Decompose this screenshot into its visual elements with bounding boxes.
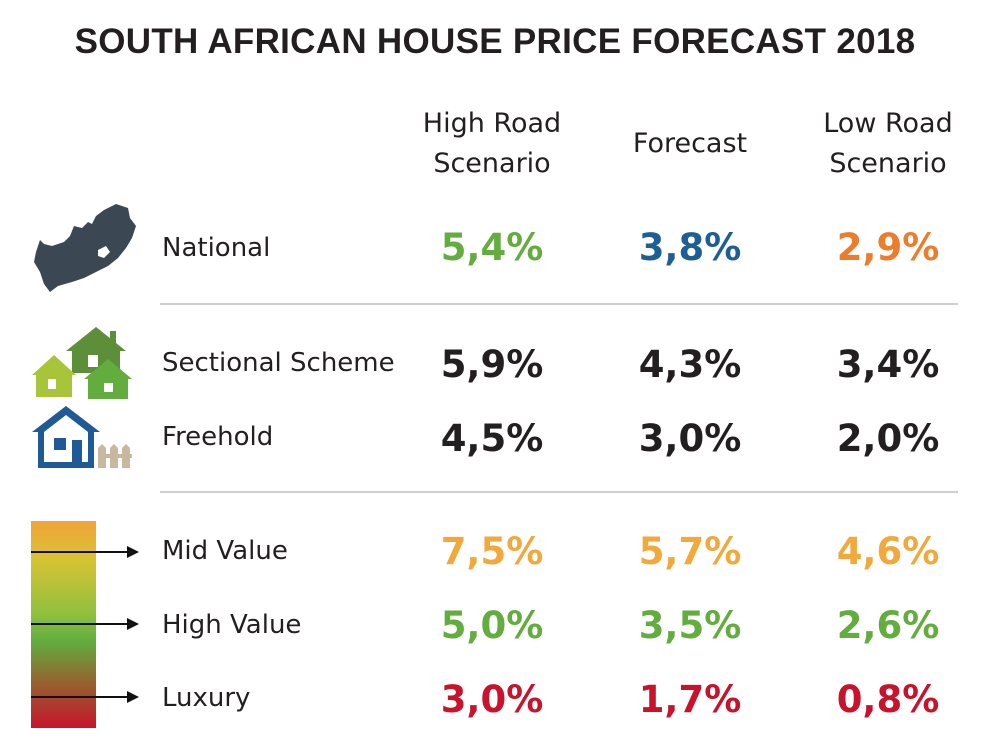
- house-with-fence-icon: [32, 406, 132, 468]
- house-green-icon: [84, 359, 132, 399]
- value-national-forecast: 3,8%: [638, 226, 742, 269]
- value-mid-value-forecast: 5,7%: [638, 530, 742, 573]
- value-national-low-road: 2,9%: [836, 226, 940, 269]
- value-mid-value-low-road: 4,6%: [836, 530, 940, 573]
- south-africa-map-icon: [34, 204, 136, 292]
- value-high-value-low-road: 2,6%: [836, 604, 940, 647]
- column-header-high-road: High Road Scenario: [382, 104, 602, 184]
- value-freehold-low-road: 2,0%: [836, 417, 940, 460]
- value-freehold-high-road: 4,5%: [440, 417, 544, 460]
- row-label-freehold: Freehold: [162, 422, 274, 452]
- value-luxury-low-road: 0,8%: [836, 678, 940, 721]
- section-divider: [160, 491, 958, 493]
- row-label-sectional-scheme: Sectional Scheme: [162, 348, 395, 378]
- value-national-high-road: 5,4%: [440, 226, 544, 269]
- mid-value-arrow-icon: [31, 546, 139, 558]
- value-freehold-forecast: 3,0%: [638, 417, 742, 460]
- value-sectional-scheme-high-road: 5,9%: [440, 343, 544, 386]
- column-header-line1: Forecast: [632, 128, 748, 159]
- value-high-value-forecast: 3,5%: [638, 604, 742, 647]
- value-luxury-high-road: 3,0%: [440, 678, 544, 721]
- column-header-line1: Low Road: [823, 108, 953, 139]
- house-light-green-icon: [32, 355, 76, 397]
- column-header-forecast: Forecast: [580, 124, 800, 164]
- column-header-line2: Scenario: [433, 148, 551, 179]
- value-mid-value-high-road: 7,5%: [440, 530, 544, 573]
- value-luxury-forecast: 1,7%: [638, 678, 742, 721]
- row-label-mid-value: Mid Value: [162, 536, 288, 566]
- row-label-national: National: [162, 233, 271, 263]
- houses-cluster-icon: [32, 327, 132, 399]
- page-title: SOUTH AFRICAN HOUSE PRICE FORECAST 2018: [74, 22, 916, 61]
- column-header-line1: High Road: [422, 108, 562, 139]
- value-sectional-scheme-low-road: 3,4%: [836, 343, 940, 386]
- value-sectional-scheme-forecast: 4,3%: [638, 343, 742, 386]
- value-high-value-high-road: 5,0%: [440, 604, 544, 647]
- column-header-low-road: Low Road Scenario: [778, 104, 998, 184]
- row-label-high-value: High Value: [162, 610, 302, 640]
- section-divider: [160, 303, 958, 305]
- high-value-arrow-icon: [31, 618, 139, 630]
- column-header-line2: Scenario: [829, 148, 947, 179]
- fence-icon: [98, 444, 132, 468]
- house-dark-green-icon: [66, 327, 126, 373]
- luxury-arrow-icon: [31, 691, 139, 703]
- row-label-luxury: Luxury: [162, 683, 251, 713]
